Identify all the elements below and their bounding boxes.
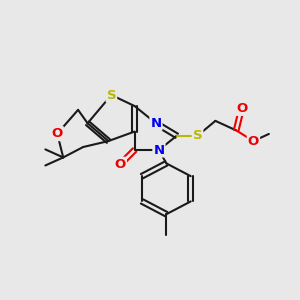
Text: N: N xyxy=(153,143,164,157)
Text: O: O xyxy=(248,135,259,148)
Text: S: S xyxy=(193,129,202,142)
Text: O: O xyxy=(115,158,126,171)
Text: N: N xyxy=(150,117,161,130)
Text: O: O xyxy=(52,127,63,140)
Text: O: O xyxy=(236,102,247,115)
Text: S: S xyxy=(106,88,116,101)
